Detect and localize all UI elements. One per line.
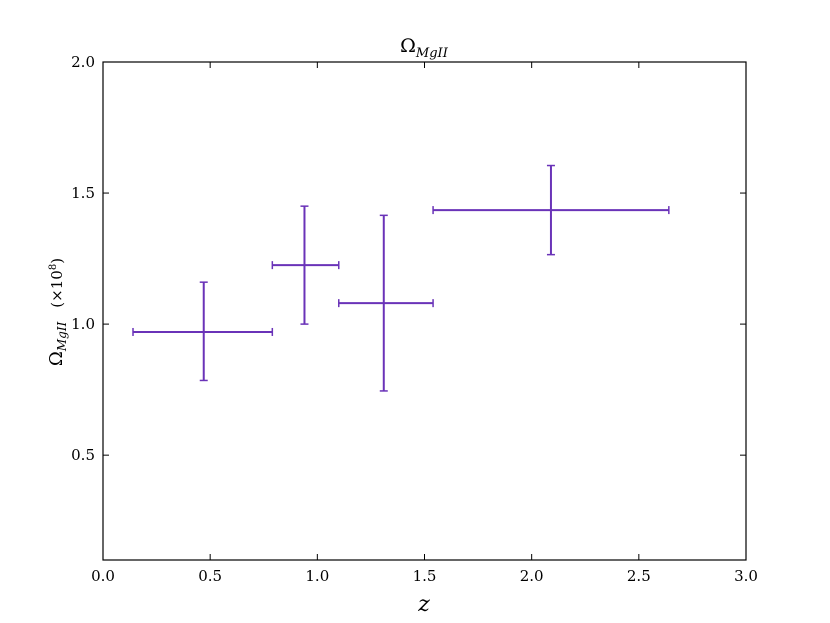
data-point xyxy=(432,164,670,256)
y-tick-label: 1.5 xyxy=(71,184,95,202)
y-axis-label: ΩMgII(×108) xyxy=(46,258,69,366)
x-tick-label: 0.5 xyxy=(198,567,222,585)
x-tick-label: 2.0 xyxy=(520,567,544,585)
y-tick-label: 1.0 xyxy=(71,315,95,333)
data-point xyxy=(338,214,434,392)
y-tick-label: 0.5 xyxy=(71,446,95,464)
x-tick-label: 0.0 xyxy=(91,567,115,585)
chart-title: ΩMgII xyxy=(400,35,449,61)
y-tick-label: 2.0 xyxy=(71,53,95,71)
tick-layer: 0.0 0.5 1.0 1.5 2.0 2.5 3.0 0.5 1.0 1.5 2.0 xyxy=(71,53,758,585)
data-layer xyxy=(132,164,670,392)
data-point xyxy=(271,205,340,325)
data-point xyxy=(132,281,274,382)
x-tick-label: 2.5 xyxy=(627,567,651,585)
x-tick-label: 3.0 xyxy=(734,567,758,585)
plot-frame xyxy=(102,61,747,561)
x-tick-label: 1.0 xyxy=(305,567,329,585)
x-tick-label: 1.5 xyxy=(413,567,437,585)
x-axis-label: z xyxy=(417,592,430,617)
